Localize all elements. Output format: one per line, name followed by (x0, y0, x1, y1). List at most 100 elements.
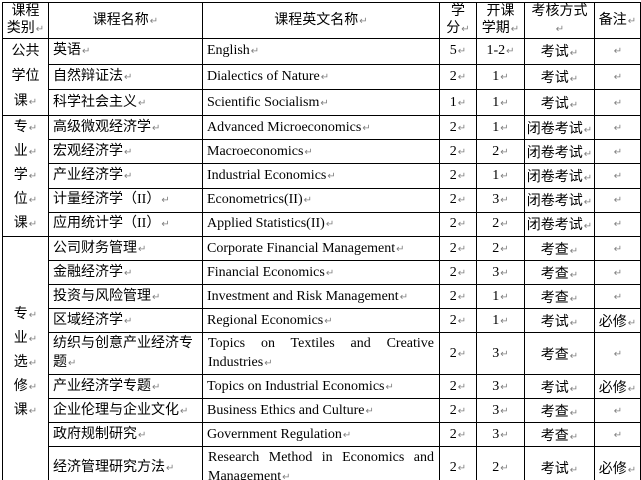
paragraph-mark-icon: ↵ (303, 195, 313, 207)
course-name-cell: 产业经济学专题↵ (48, 374, 203, 399)
paragraph-mark-icon: ↵ (457, 348, 467, 360)
table-row: 计量经济学（II）↵ Econometrics(II)↵ 2↵ 3↵ 闭卷考试↵ ↵ (3, 187, 641, 213)
paragraph-mark-icon: ↵ (569, 245, 579, 257)
paragraph-mark-icon: ↵ (613, 146, 623, 158)
paragraph-mark-icon: ↵ (282, 472, 291, 480)
table-row: 公共学位课↵ 英语↵ English↵ 5↵ 1-2↵ 考试↵ ↵ (2, 38, 641, 116)
paragraph-mark-icon: ↵ (324, 315, 333, 327)
course-en-cell: Advanced Microeconomics↵ (202, 114, 440, 141)
exam-cell: 考试↵ (524, 63, 595, 91)
paragraph-mark-icon: ↵ (149, 15, 159, 27)
course-name-cell: 经济管理研究方法↵ (48, 446, 203, 480)
course-en-cell: Applied Statistics(II)↵ (202, 211, 440, 238)
paragraph-mark-icon: ↵ (583, 148, 593, 160)
course-name-cell: 纺织与创意产业经济专题↵ (48, 332, 203, 375)
paragraph-mark-icon: ↵ (320, 71, 330, 83)
paragraph-mark-icon: ↵ (457, 219, 467, 231)
note-cell: ↵ (594, 284, 641, 309)
paragraph-mark-icon: ↵ (457, 46, 467, 58)
exam-cell: 闭卷考试↵ (524, 211, 595, 238)
course-name-cell: 英语↵ (48, 38, 203, 65)
paragraph-mark-icon: ↵ (500, 429, 509, 441)
exam-cell: 考查↵ (524, 284, 595, 309)
term-cell: 2↵ (476, 236, 525, 261)
exam-cell: 闭卷考试↵ (524, 139, 595, 165)
paragraph-mark-icon: ↵ (627, 317, 637, 329)
paragraph-mark-icon: ↵ (583, 197, 593, 209)
credit-cell: 2↵ (439, 163, 477, 189)
header-course-name-en: 课程英文名称↵ (202, 2, 440, 39)
paragraph-mark-icon: ↵ (250, 46, 260, 58)
term-cell: 3↵ (476, 398, 525, 423)
paragraph-mark-icon: ↵ (82, 46, 91, 58)
paragraph-mark-icon: ↵ (28, 97, 38, 108)
paragraph-mark-icon: ↵ (500, 122, 509, 134)
paragraph-mark-icon: ↵ (457, 71, 467, 83)
course-name-cell: 宏观经济学↵ (48, 139, 203, 165)
credit-cell: 2↵ (439, 422, 477, 447)
note-cell: ↵ (594, 260, 641, 285)
term-cell: 3↵ (476, 187, 525, 213)
course-name-cell: 企业伦理与企业文化↵ (48, 398, 203, 423)
category-char: 选↵ (13, 354, 38, 370)
paragraph-mark-icon: ↵ (569, 350, 579, 362)
table-row: 政府规制研究↵ Government Regulation↵ 2↵ 3↵ 考查↵ ↵ (3, 422, 641, 447)
paragraph-mark-icon: ↵ (569, 293, 579, 305)
course-name-cell: 产业经济学↵ (48, 163, 203, 189)
term-cell: 2↵ (476, 446, 525, 480)
paragraph-mark-icon: ↵ (399, 291, 409, 303)
paragraph-mark-icon: ↵ (457, 97, 467, 109)
note-cell: ↵ (594, 38, 641, 65)
header-credits-line2: 分↵ (446, 21, 470, 36)
term-cell: 3↵ (476, 260, 525, 285)
category-char: 业↵ (13, 330, 38, 346)
paragraph-mark-icon: ↵ (500, 243, 509, 255)
category-cell: 专↵ 业↵ 选↵ 修↵ 课↵ (2, 236, 49, 480)
header-note: 备注↵ (594, 2, 641, 39)
term-cell: 2↵ (476, 139, 525, 165)
paragraph-mark-icon: ↵ (613, 71, 623, 83)
note-cell: ↵ (594, 236, 641, 261)
note-cell: 必修↵ (594, 446, 641, 480)
course-en-cell: English↵ (202, 38, 440, 65)
paragraph-mark-icon: ↵ (327, 170, 336, 182)
course-en-cell: Scientific Socialism↵ (202, 89, 440, 116)
paragraph-mark-icon: ↵ (627, 15, 637, 27)
exam-cell: 考查↵ (524, 236, 595, 261)
paragraph-mark-icon: ↵ (613, 46, 623, 58)
paragraph-mark-icon: ↵ (124, 170, 133, 182)
paragraph-mark-icon: ↵ (569, 73, 579, 85)
course-en-cell: Investment and Risk Management↵ (202, 284, 440, 309)
table-row: 纺织与创意产业经济专题↵ Topics on Textiles and Creat… (3, 332, 641, 375)
note-cell: ↵ (594, 163, 641, 189)
paragraph-mark-icon: ↵ (457, 243, 467, 255)
paragraph-mark-icon: ↵ (264, 358, 273, 369)
exam-cell: 考查↵ (524, 398, 595, 423)
paragraph-mark-icon: ↵ (325, 219, 335, 231)
term-cell: 1↵ (476, 284, 525, 309)
paragraph-mark-icon: ↵ (166, 462, 175, 474)
table-row: 金融经济学↵ Financial Economics↵ 2↵ 3↵ 考查↵ ↵ (3, 260, 641, 285)
paragraph-mark-icon: ↵ (35, 24, 45, 35)
credit-cell: 2↵ (439, 236, 477, 261)
course-en-cell: Research Method in Economics and Managem… (202, 446, 440, 480)
table-row: 产业经济学↵ Industrial Economics↵ 2↵ 1↵ 闭卷考试↵ ↵ (3, 163, 641, 189)
note-cell: ↵ (594, 422, 641, 447)
paragraph-mark-icon: ↵ (583, 221, 593, 233)
exam-cell: 考试↵ (524, 38, 595, 65)
table-row: 投资与风险管理↵ Investment and Risk Management↵ 2… (3, 284, 641, 309)
paragraph-mark-icon: ↵ (569, 464, 579, 476)
paragraph-mark-icon: ↵ (569, 269, 579, 281)
paragraph-mark-icon: ↵ (161, 195, 170, 207)
header-term-line2: 学期↵ (481, 21, 520, 36)
credit-cell: 2↵ (439, 211, 477, 238)
table-row: 自然辩证法↵ Dialectics of Nature↵ 2↵ 1↵ 考试↵ ↵ (3, 63, 641, 91)
paragraph-mark-icon: ↵ (627, 383, 637, 395)
paragraph-mark-icon: ↵ (457, 122, 467, 134)
paragraph-mark-icon: ↵ (457, 291, 467, 303)
exam-cell: 考查↵ (524, 422, 595, 447)
paragraph-mark-icon: ↵ (152, 122, 161, 134)
paragraph-mark-icon: ↵ (569, 317, 579, 329)
table-row: 区域经济学↵ Regional Economics↵ 2↵ 1↵ 考试↵ 必修↵ (3, 308, 641, 333)
